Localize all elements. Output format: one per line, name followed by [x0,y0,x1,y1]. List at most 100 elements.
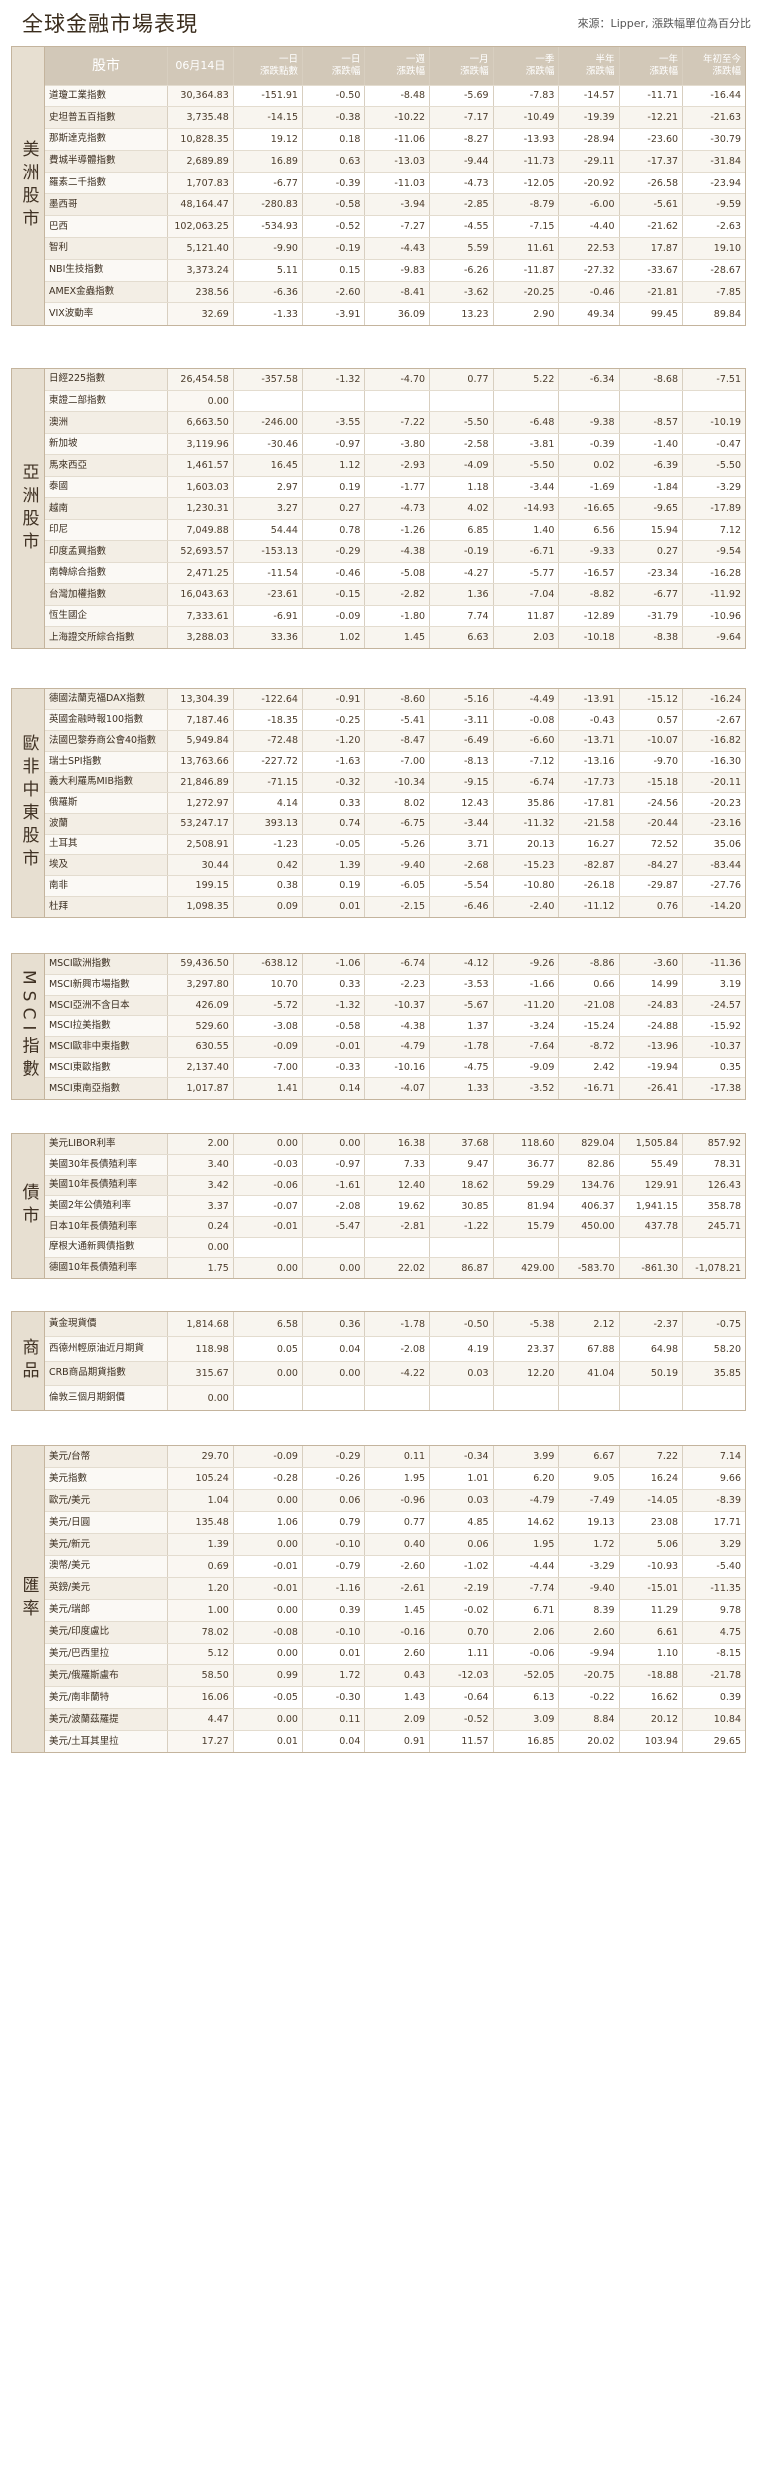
change-value: -3.80 [364,433,431,456]
change-value: -4.38 [364,1015,431,1038]
change-value: 0.01 [302,1643,366,1666]
close-value: 26,454.58 [167,368,234,391]
change-value: -20.44 [619,813,684,835]
change-value: -5.54 [429,875,494,897]
change-value: -2.81 [364,1216,431,1238]
change-value: 14.99 [619,974,684,996]
change-value: -0.01 [233,1216,303,1238]
row-name: 越南 [44,497,168,520]
change-value: -2.23 [364,974,431,996]
change-value: -6.91 [233,605,303,628]
table-row: 德國法蘭克福DAX指數 13,304.39 -122.64 -0.91 -8.60 -5.… [44,689,745,711]
close-value: 2,508.91 [167,834,234,856]
change-value: -14.57 [558,85,620,108]
row-name: 墨西哥 [44,193,168,217]
row-name: NBI生技指數 [44,259,168,282]
change-value: 55.49 [619,1154,684,1176]
change-value: 36.77 [493,1154,560,1176]
change-value: -5.08 [364,562,431,585]
table-row: 美元/巴西里拉 5.12 0.00 0.01 2.60 1.11 -0.06 -9.94 1.1… [44,1643,745,1666]
change-value: 393.13 [233,813,303,835]
section-gap [0,326,759,368]
change-value: -2.85 [429,193,494,217]
change-value: -8.38 [619,626,684,649]
header-col: 一年 漲跌幅 [619,47,684,86]
table-row: NBI生技指數 3,373.24 5.11 0.15 -9.83 -6.26 -11.87-… [44,259,745,282]
change-value: -52.05 [493,1664,560,1688]
change-value: -4.22 [364,1361,431,1387]
section-gap [0,649,759,688]
change-value: 20.02 [558,1730,620,1753]
change-value [493,390,560,413]
change-value: -8.47 [364,730,431,752]
change-value: -28.67 [682,259,745,282]
change-value: -8.41 [364,281,431,304]
change-value: -0.29 [302,540,366,563]
row-name: 歐元/美元 [44,1489,168,1513]
change-value: 99.45 [619,302,684,325]
close-value: 238.56 [167,281,234,304]
change-value: 1.36 [429,583,494,606]
change-value: -13.71 [558,730,620,752]
change-value: -5.69 [429,85,494,108]
change-value: -9.59 [682,193,745,217]
change-value: -2.58 [429,433,494,456]
change-value: 3.29 [682,1533,745,1556]
change-value: -84.27 [619,854,684,876]
change-value: -31.84 [682,150,745,173]
change-value: -3.60 [619,953,684,976]
change-value: 37.68 [429,1133,494,1155]
change-value: -3.55 [302,411,366,434]
change-value [683,1386,745,1410]
change-value: 245.71 [682,1216,745,1238]
table-row: 泰國 1,603.03 2.97 0.19 -1.77 1.18 -3.44 -1.69 -1.… [44,476,745,499]
change-value: -14.15 [233,106,303,130]
close-value: 1.75 [167,1257,234,1279]
change-value: 0.00 [233,1708,303,1732]
row-name: 土耳其 [44,834,168,856]
change-value: -6.74 [364,953,431,976]
change-value: -2.60 [364,1555,431,1578]
row-name: 德國法蘭克福DAX指數 [44,689,168,711]
change-value: 0.74 [302,813,366,835]
change-value: 17.71 [682,1511,745,1535]
change-value: -29.11 [558,150,620,173]
change-value: -17.37 [619,150,684,173]
change-value: -3.81 [493,433,560,456]
change-value: 5.06 [619,1533,684,1556]
change-value: 23.37 [493,1336,560,1362]
change-value: 8.02 [364,792,431,814]
close-value: 58.50 [167,1664,234,1688]
row-name: 智利 [44,237,168,260]
change-value: 41.04 [558,1361,620,1387]
change-value: -5.77 [493,562,560,585]
close-value: 7,049.88 [167,519,234,542]
change-value: -9.33 [558,540,620,563]
close-value: 59,436.50 [167,953,234,976]
change-value: 64.98 [619,1336,684,1362]
close-value: 102,063.25 [167,215,234,239]
change-value: -7.27 [364,215,431,239]
row-name: 摩根大通新興債指數 [44,1237,168,1259]
change-value: -5.38 [493,1312,560,1338]
change-value: 54.44 [233,519,303,542]
change-value: -10.34 [364,772,431,794]
change-value: 1.43 [364,1686,431,1710]
change-value: -7.15 [493,215,560,239]
close-value: 3,119.96 [167,433,234,456]
table-row: 法國巴黎券商公會40指數 5,949.84 -72.48 -1.20 -8.47 -6.4… [44,730,745,752]
change-value: -1.61 [302,1175,366,1197]
change-value: 82.86 [558,1154,620,1176]
change-value: 0.40 [364,1533,431,1556]
row-name: 美元/土耳其里拉 [44,1730,168,1753]
region-label: 歐非中東股市 [12,689,45,917]
change-value [429,390,494,413]
change-value: 0.36 [302,1312,366,1338]
change-value: 1.12 [302,454,366,477]
change-value: -1.78 [429,1036,494,1058]
change-value [682,1237,745,1259]
change-value: -13.93 [493,128,560,151]
change-value: -8.39 [682,1489,745,1513]
change-value: 857.92 [682,1133,745,1155]
row-name: 美元/新元 [44,1533,168,1556]
